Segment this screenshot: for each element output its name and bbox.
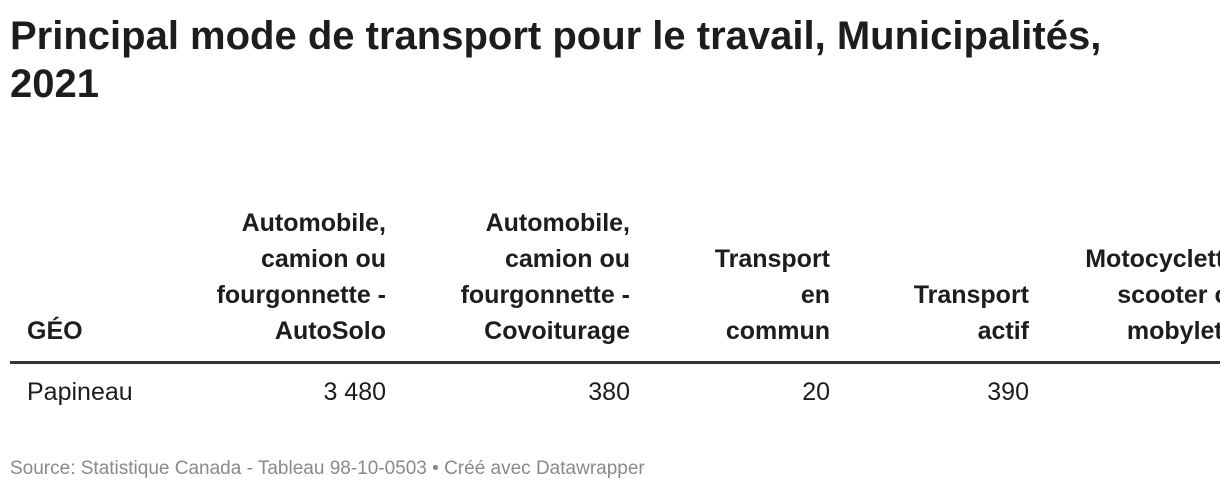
column-header: Automobile, camion ou fourgonnette - Aut… xyxy=(216,209,386,345)
column-header: GÉO xyxy=(27,317,83,345)
table-title: Principal mode de transport pour le trav… xyxy=(10,14,1102,106)
table-cell: Papineau xyxy=(27,378,133,406)
table-cell: 3 480 xyxy=(323,378,386,406)
table-cell: 390 xyxy=(987,378,1029,406)
source-note: Source: Statistique Canada - Tableau 98-… xyxy=(10,458,645,479)
column-header: Transport actif xyxy=(913,281,1029,345)
column-header: Motocyclette, scooter ou mobylette xyxy=(1085,245,1220,345)
table-cell: 20 xyxy=(802,378,830,406)
column-header: Automobile, camion ou fourgonnette - Cov… xyxy=(460,209,630,345)
header-rule xyxy=(10,361,1220,364)
column-header: Transport en commun xyxy=(714,245,830,345)
table-cell: 380 xyxy=(588,378,630,406)
